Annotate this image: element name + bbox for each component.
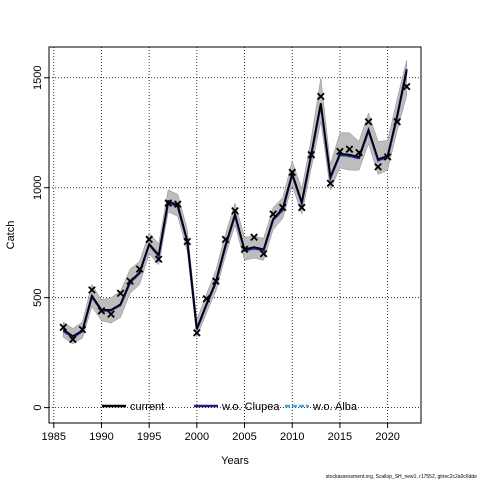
x-tick-label: 2000 — [185, 431, 209, 443]
y-tick-label: 1000 — [32, 175, 44, 199]
observed-point — [326, 179, 335, 188]
observed-point — [212, 277, 220, 286]
y-axis: 0 500 1000 1500 — [32, 66, 49, 411]
observed-point — [231, 206, 239, 215]
observed-point — [183, 237, 192, 246]
y-tick-label: 1500 — [32, 66, 44, 90]
observed-point — [154, 255, 163, 264]
confidence-band-area — [63, 60, 407, 345]
x-tick-label: 2010 — [280, 431, 304, 443]
observed-point — [78, 325, 87, 334]
observed-point — [307, 150, 316, 159]
x-tick-label: 2020 — [375, 431, 399, 443]
observed-point — [135, 265, 144, 273]
observed-point — [145, 235, 153, 244]
legend: current w.o. Clupea w.o. Alba — [102, 401, 358, 413]
observed-point — [193, 329, 201, 337]
observed-point — [374, 162, 382, 171]
x-axis-label: Years — [221, 455, 249, 467]
plot-frame — [48, 46, 422, 424]
observed-point — [250, 233, 258, 242]
observed-point — [345, 145, 354, 154]
legend-label: w.o. Clupea — [221, 401, 280, 413]
series-line-current — [62, 71, 408, 338]
observed-point — [97, 307, 106, 315]
footer-credit: stockassessment.org, Scallop_SH_new1, r1… — [326, 474, 477, 480]
observed-point — [288, 168, 297, 177]
observed-point — [402, 82, 411, 91]
observed-points — [59, 82, 411, 344]
legend-entry: w.o. Alba — [285, 401, 358, 413]
x-tick-label: 2015 — [328, 431, 352, 443]
y-tick-label: 0 — [32, 405, 44, 411]
observed-point — [240, 245, 249, 254]
x-tick-label: 1990 — [89, 431, 113, 443]
observed-point — [383, 153, 392, 161]
x-tick-label: 2005 — [232, 431, 256, 443]
observed-point — [393, 117, 401, 126]
observed-point — [269, 210, 277, 218]
observed-point — [116, 289, 125, 298]
observed-point — [107, 310, 115, 318]
observed-point — [88, 286, 96, 294]
observed-point — [59, 323, 68, 332]
observed-point — [317, 92, 325, 101]
observed-point — [69, 335, 77, 344]
observed-point — [202, 294, 211, 303]
x-tick-label: 1985 — [42, 431, 66, 443]
x-axis: 1985 1990 1995 2000 2005 2010 2015 2020 — [42, 423, 400, 443]
confidence-band — [63, 60, 407, 345]
observed-point — [364, 117, 373, 126]
grid-lines — [49, 47, 421, 423]
observed-point — [173, 200, 182, 209]
observed-point — [126, 277, 134, 286]
observed-point — [259, 249, 268, 258]
observed-point — [336, 147, 344, 156]
y-tick-label: 500 — [32, 288, 44, 306]
series-lines — [62, 68, 408, 340]
y-axis-label: Catch — [5, 221, 17, 250]
legend-entry: current — [102, 401, 164, 413]
x-tick-label: 1995 — [137, 431, 161, 443]
observed-point — [164, 199, 173, 207]
observed-point — [278, 203, 287, 212]
legend-entry: w.o. Clupea — [194, 401, 280, 413]
observed-point — [355, 148, 363, 157]
observed-point — [221, 235, 230, 244]
observed-point — [297, 203, 306, 212]
legend-label: w.o. Alba — [312, 401, 358, 413]
legend-label: current — [130, 401, 164, 413]
